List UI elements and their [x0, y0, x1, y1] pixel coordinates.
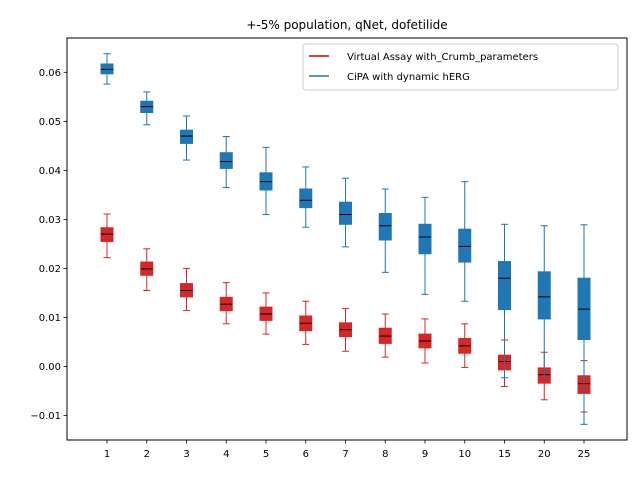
x-tick-label: 9	[422, 449, 428, 460]
box-cipa-15	[498, 223, 511, 379]
box-virtual-assay-8	[378, 313, 392, 358]
box-virtual-assay-2	[140, 248, 154, 291]
x-tick-label: 25	[578, 449, 591, 460]
box-cipa-6	[299, 166, 313, 228]
box-body	[537, 271, 551, 320]
x-tick-label: 7	[342, 449, 348, 460]
box-virtual-assay-3	[180, 267, 193, 312]
box-body	[418, 223, 432, 255]
legend-label-cipa: CiPA with dynamic hERG	[347, 72, 470, 83]
box-body	[180, 129, 193, 144]
x-tick-label: 3	[183, 449, 189, 460]
box-body	[498, 261, 511, 311]
box-cipa-9	[418, 196, 432, 295]
y-axis: −0.01 0.00 0.01 0.02 0.03 0.04 0.05 0.06	[30, 68, 67, 422]
box-body	[339, 201, 352, 225]
box-virtual-assay-7	[339, 308, 352, 352]
x-tick-label: 15	[498, 449, 511, 460]
x-tick-label: 8	[382, 449, 388, 460]
x-tick-label: 4	[223, 449, 229, 460]
x-tick-label: 5	[263, 449, 269, 460]
y-tick-label: 0.01	[39, 313, 61, 324]
y-tick-label: 0.05	[39, 117, 61, 128]
box-body	[219, 152, 233, 169]
x-tick-label: 20	[538, 449, 551, 460]
box-body	[299, 188, 313, 209]
x-tick-label: 2	[144, 449, 150, 460]
legend: Virtual Assay with_Crumb_parameters CiPA…	[302, 43, 619, 91]
y-tick-label: −0.01	[30, 411, 61, 422]
box-virtual-assay-1	[100, 213, 114, 259]
box-cipa-4	[219, 136, 233, 189]
box-cipa-2	[140, 91, 154, 126]
box-cipa-1	[100, 53, 114, 85]
x-tick-label: 10	[458, 449, 471, 460]
box-cipa-3	[180, 115, 193, 161]
box-cipa-8	[378, 188, 392, 273]
box-virtual-assay-9	[418, 318, 432, 364]
y-tick-label: 0.00	[39, 362, 61, 373]
y-tick-label: 0.06	[39, 68, 61, 79]
box-virtual-assay-6	[299, 300, 313, 345]
box-cipa-5	[259, 146, 273, 215]
box-virtual-assay-4	[219, 282, 233, 325]
axes-frame	[66, 37, 628, 441]
box-cipa-25	[577, 224, 591, 425]
y-tick-label: 0.04	[39, 166, 61, 177]
box-cipa-7	[339, 177, 352, 248]
legend-label-virtual-assay: Virtual Assay with_Crumb_parameters	[347, 52, 538, 63]
x-axis: 1 2 3 4 5 6 7 8 9 10 15 20 25	[104, 440, 591, 460]
legend-box	[302, 43, 619, 91]
box-virtual-assay-5	[259, 292, 273, 335]
box-cipa-20	[537, 225, 551, 377]
boxes-layer	[100, 53, 591, 425]
x-tick-label: 1	[104, 449, 110, 460]
box-cipa-10	[458, 181, 472, 302]
box-body	[458, 228, 472, 263]
x-tick-label: 6	[303, 449, 309, 460]
y-tick-label: 0.02	[39, 264, 61, 275]
y-tick-label: 0.03	[39, 215, 61, 226]
box-virtual-assay-10	[458, 323, 472, 368]
chart-title: +-5% population, qNet, dofetilide	[246, 18, 447, 32]
box-body	[378, 213, 392, 241]
